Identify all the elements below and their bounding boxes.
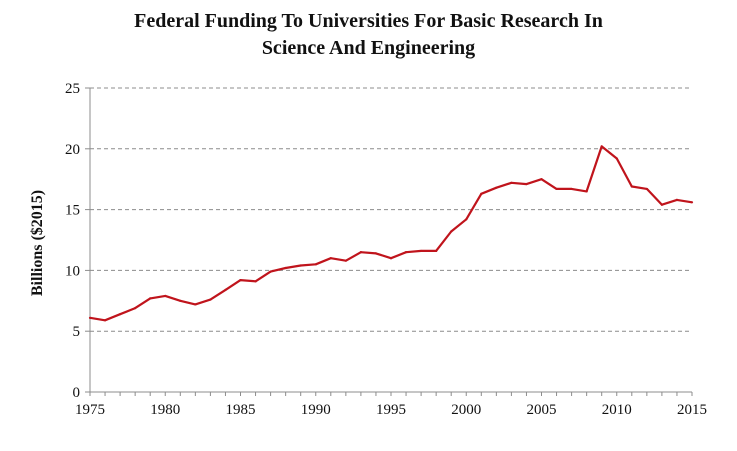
x-tick-label-1980: 1980: [150, 402, 180, 418]
series-line-0: [89, 145, 693, 322]
data-point-2004: [525, 182, 528, 186]
data-point-1989: [299, 264, 302, 267]
data-point-2011: [630, 185, 633, 188]
axes: [85, 87, 693, 396]
y-tick-label-0: 0: [73, 385, 81, 401]
data-point-1979: [149, 297, 152, 300]
data-point-2010: [615, 157, 618, 160]
data-point-1997: [420, 249, 423, 253]
data-point-2005: [540, 178, 543, 181]
x-tick-label-2005: 2005: [527, 402, 557, 418]
data-point-2007: [570, 187, 573, 191]
y-tick-label-15: 15: [65, 203, 80, 219]
y-axis-label: Billions ($2015): [29, 190, 46, 296]
data-point-1982: [194, 303, 197, 306]
data-point-2001: [480, 192, 483, 195]
data-point-1988: [284, 266, 287, 270]
data-point-2008: [585, 190, 588, 193]
chart-title: Federal Funding To Universities For Basi…: [0, 8, 737, 62]
data-point-1975: [88, 316, 92, 319]
x-tick-label-2010: 2010: [602, 402, 632, 418]
data-point-1977: [119, 313, 122, 316]
x-tick-labels: 1975 1980 1985 1990 1995 2000 2005 2010 2015: [75, 402, 707, 418]
data-point-2003: [510, 181, 513, 184]
data-point-1991: [329, 257, 332, 260]
data-point-1994: [374, 252, 378, 255]
data-point-2013: [660, 203, 664, 206]
data-point-2006: [555, 187, 558, 191]
data-point-1998: [435, 249, 438, 253]
y-tick-label-20: 20: [65, 142, 80, 158]
x-tick-label-1995: 1995: [376, 402, 406, 418]
y-tick-label-25: 25: [65, 81, 80, 97]
data-point-1983: [209, 298, 212, 301]
y-tick-label-10: 10: [65, 263, 80, 279]
data-point-2000: [465, 218, 468, 221]
data-point-1984: [224, 288, 227, 291]
x-tick-label-1985: 1985: [226, 402, 256, 418]
chart-title-line-1: Federal Funding To Universities For Basi…: [134, 10, 603, 32]
data-point-1993: [359, 251, 362, 254]
x-tick-label-1975: 1975: [75, 402, 105, 418]
x-tick-label-2000: 2000: [451, 402, 481, 418]
y-tick-labels: 0 5 10 15 20 25: [65, 81, 80, 401]
data-point-1981: [179, 299, 182, 302]
data-point-2002: [495, 186, 498, 189]
data-point-2015: [690, 201, 694, 204]
data-point-1976: [103, 319, 107, 322]
data-point-1992: [344, 259, 347, 262]
gridlines: [90, 87, 692, 332]
data-point-1978: [134, 306, 137, 310]
chart-title-line-2: Science And Engineering: [261, 37, 476, 59]
data-point-2012: [645, 187, 648, 191]
data-point-1996: [404, 251, 408, 254]
data-point-1999: [450, 230, 453, 233]
x-tick-label-1990: 1990: [301, 402, 331, 418]
data-point-1987: [269, 270, 272, 273]
data-point-2014: [675, 198, 679, 201]
data-point-1990: [314, 263, 317, 266]
data-point-1995: [389, 257, 393, 260]
y-tick-label-5: 5: [73, 324, 81, 340]
series-group: [88, 145, 694, 322]
x-tick-label-2015: 2015: [677, 402, 707, 418]
data-point-2009: [600, 145, 603, 148]
data-point-1980: [164, 294, 167, 298]
data-point-1986: [254, 280, 257, 283]
data-point-1985: [239, 279, 242, 282]
